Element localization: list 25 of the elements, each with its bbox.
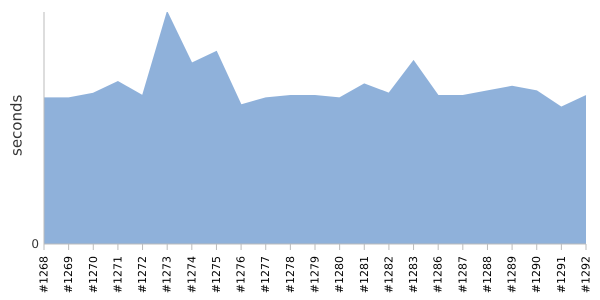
x-tick-label: #1276 bbox=[234, 256, 248, 294]
x-tick-label: #1288 bbox=[480, 256, 494, 294]
x-tick-label: #1274 bbox=[185, 256, 198, 294]
text: 0 bbox=[30, 237, 39, 251]
x-tick-label: #1273 bbox=[160, 256, 174, 294]
y-axis-title: seconds bbox=[7, 94, 26, 156]
x-tick-label: #1272 bbox=[136, 256, 150, 294]
x-tick-label: #1275 bbox=[210, 256, 223, 294]
x-tick-label: #1269 bbox=[62, 256, 76, 294]
x-tick-label: #1282 bbox=[382, 256, 396, 294]
x-tick-label: #1271 bbox=[111, 256, 124, 294]
x-tick-label: #1290 bbox=[530, 256, 544, 294]
x-tick-label: #1286 bbox=[432, 256, 445, 294]
x-tick-label: #1278 bbox=[284, 256, 297, 294]
x-tick-label: #1291 bbox=[554, 256, 568, 294]
x-tick-label: #1281 bbox=[358, 256, 371, 294]
x-tick-label: #1283 bbox=[407, 256, 420, 294]
x-tick-label: #1277 bbox=[259, 256, 272, 294]
x-tick-label: #1270 bbox=[86, 256, 100, 294]
x-tick-label: #1279 bbox=[308, 256, 322, 294]
x-tick-label: #1289 bbox=[506, 256, 519, 294]
x-tick-label: #1268 bbox=[38, 256, 50, 294]
x-tick-label: #1292 bbox=[580, 256, 592, 294]
x-tick-label: #1280 bbox=[333, 256, 346, 294]
x-tick-label: #1287 bbox=[456, 256, 470, 294]
